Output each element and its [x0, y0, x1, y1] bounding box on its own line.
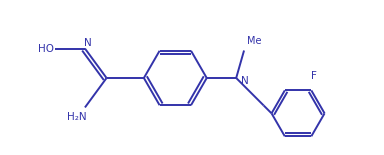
Text: HO: HO — [38, 44, 53, 53]
Text: N: N — [241, 76, 249, 86]
Text: N: N — [84, 38, 92, 48]
Text: Me: Me — [247, 36, 262, 46]
Text: H₂N: H₂N — [67, 112, 87, 122]
Text: F: F — [311, 71, 317, 81]
